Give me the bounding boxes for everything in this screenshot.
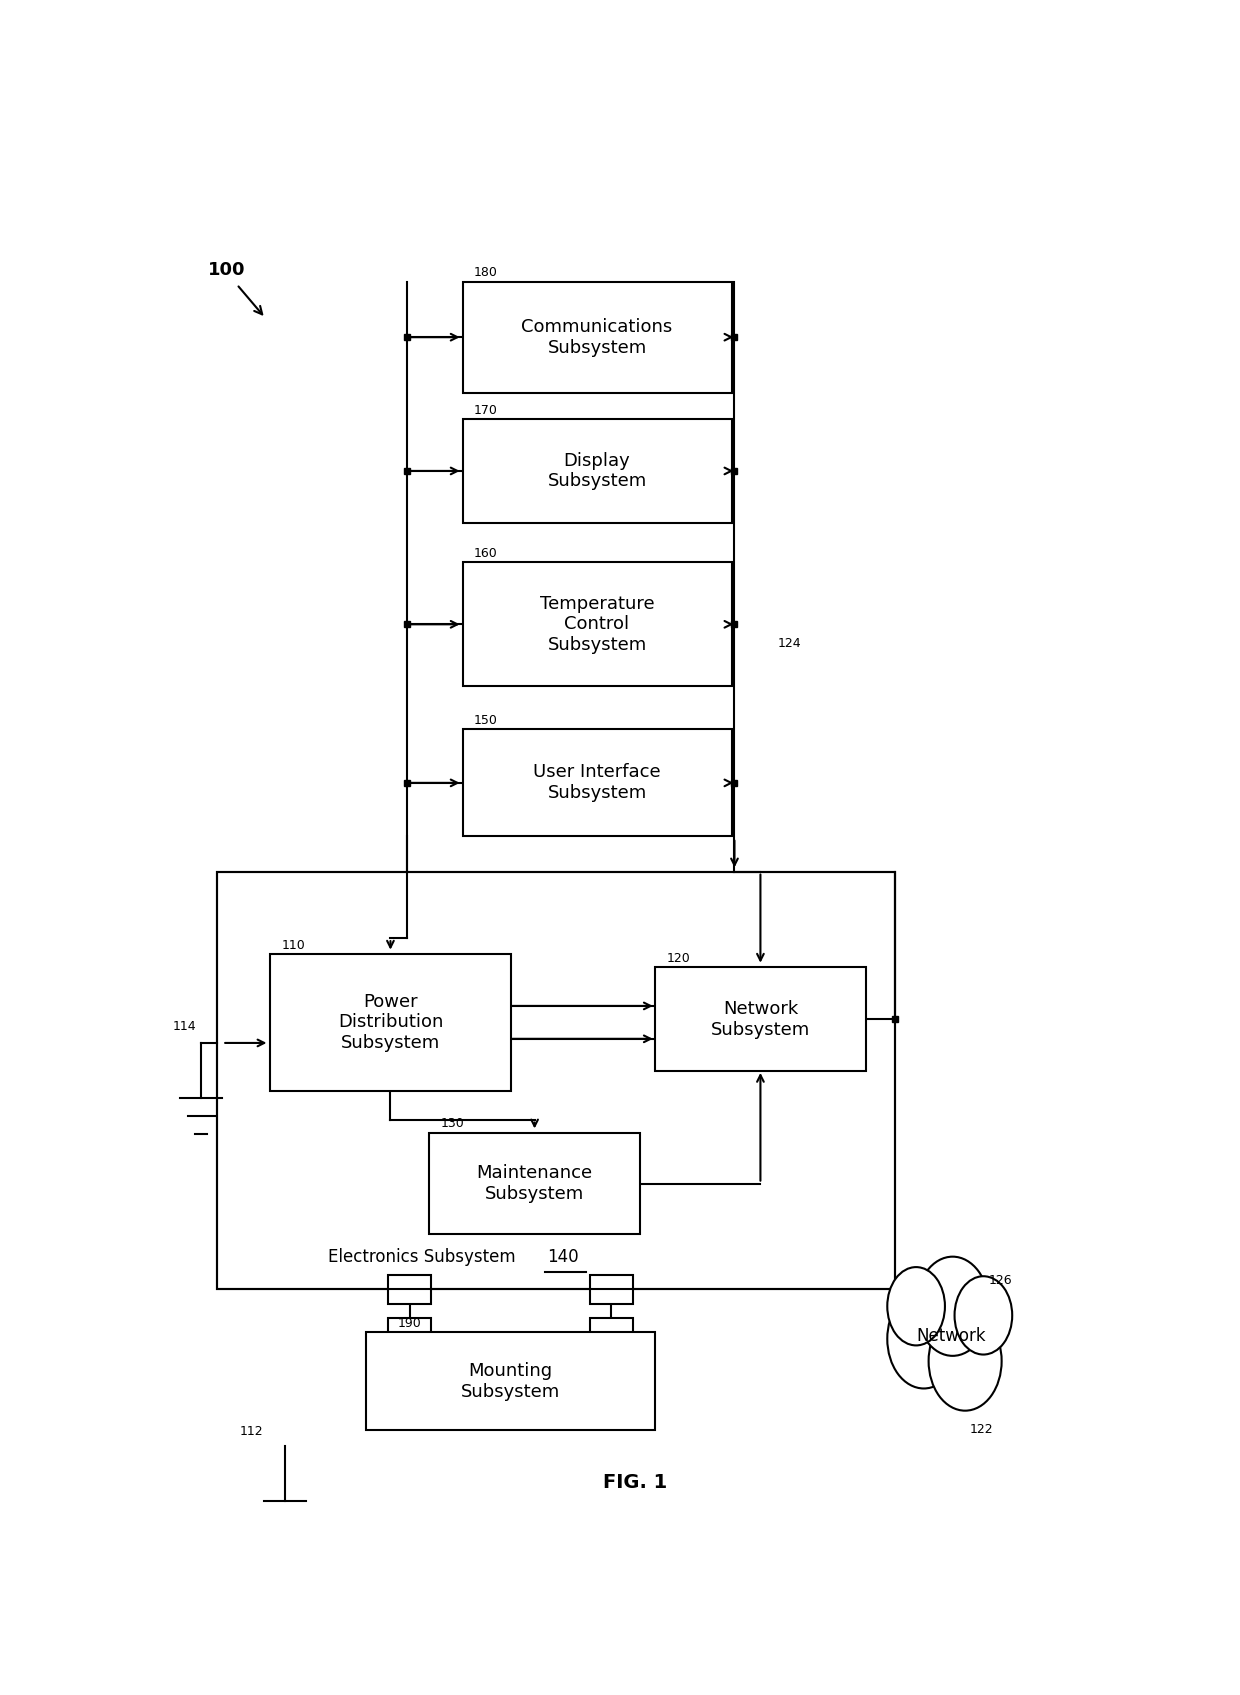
FancyBboxPatch shape [463, 729, 732, 836]
Text: Display
Subsystem: Display Subsystem [547, 451, 647, 490]
Text: User Interface
Subsystem: User Interface Subsystem [533, 763, 661, 802]
Text: 126: 126 [990, 1275, 1013, 1287]
Text: 130: 130 [440, 1117, 464, 1131]
Text: 120: 120 [666, 951, 689, 964]
FancyBboxPatch shape [367, 1332, 655, 1431]
Text: 114: 114 [172, 1020, 196, 1032]
Text: 124: 124 [777, 637, 801, 651]
Text: 122: 122 [970, 1422, 993, 1436]
Circle shape [916, 1256, 990, 1356]
FancyBboxPatch shape [463, 563, 732, 686]
FancyBboxPatch shape [590, 1275, 634, 1303]
Text: 112: 112 [239, 1425, 263, 1439]
Text: 140: 140 [547, 1248, 579, 1266]
FancyBboxPatch shape [655, 966, 866, 1071]
Text: 150: 150 [474, 714, 498, 727]
FancyBboxPatch shape [429, 1132, 640, 1234]
Text: 110: 110 [281, 939, 305, 951]
Text: Communications
Subsystem: Communications Subsystem [522, 317, 672, 356]
Circle shape [955, 1276, 1012, 1354]
Text: Electronics Subsystem: Electronics Subsystem [327, 1248, 516, 1266]
Text: Network
Subsystem: Network Subsystem [711, 1000, 810, 1039]
Text: FIG. 1: FIG. 1 [604, 1473, 667, 1492]
FancyBboxPatch shape [463, 419, 732, 524]
FancyBboxPatch shape [217, 871, 895, 1290]
FancyBboxPatch shape [270, 954, 511, 1092]
Text: 170: 170 [474, 403, 498, 417]
Text: 190: 190 [397, 1317, 420, 1331]
Text: 160: 160 [474, 547, 497, 559]
FancyBboxPatch shape [463, 281, 732, 393]
Circle shape [888, 1268, 945, 1346]
Text: Temperature
Control
Subsystem: Temperature Control Subsystem [539, 595, 655, 654]
Circle shape [888, 1290, 960, 1388]
FancyBboxPatch shape [388, 1319, 432, 1348]
Text: 180: 180 [474, 266, 498, 280]
Text: Network: Network [916, 1327, 986, 1346]
Text: Maintenance
Subsystem: Maintenance Subsystem [476, 1164, 593, 1203]
Text: Power
Distribution
Subsystem: Power Distribution Subsystem [337, 993, 443, 1053]
Text: Mounting
Subsystem: Mounting Subsystem [461, 1361, 560, 1400]
Circle shape [929, 1312, 1002, 1410]
FancyBboxPatch shape [388, 1275, 432, 1303]
FancyBboxPatch shape [590, 1319, 634, 1348]
Text: 100: 100 [208, 261, 246, 280]
